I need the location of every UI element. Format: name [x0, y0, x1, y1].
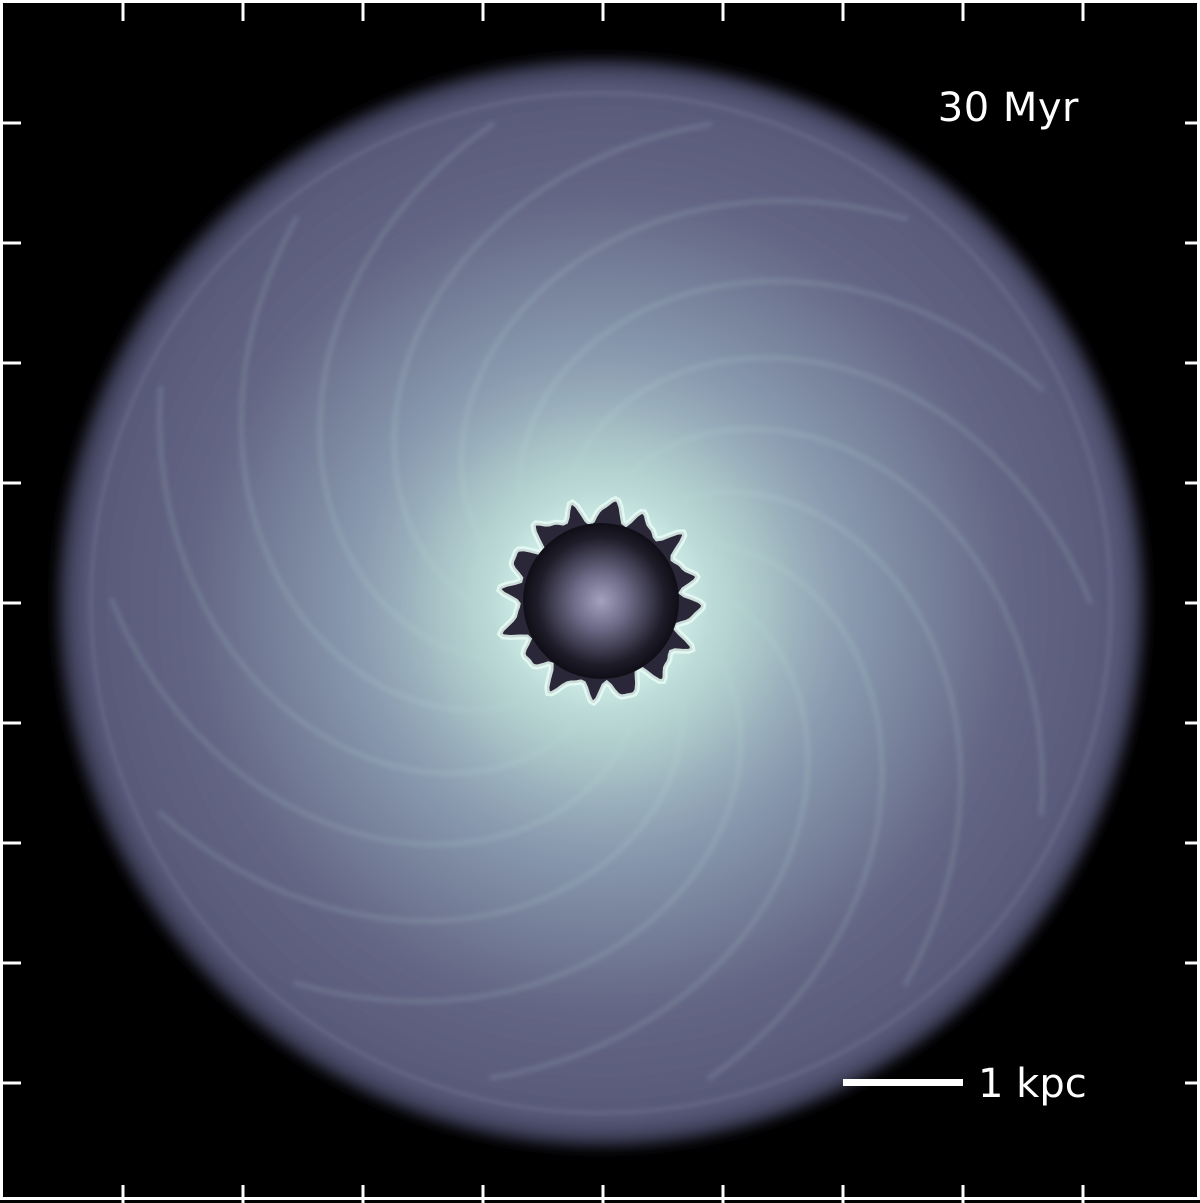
- time-label: 30 Myr: [937, 85, 1079, 131]
- scale-bar-label: 1 kpc: [978, 1061, 1087, 1107]
- scale-bar: [843, 1079, 963, 1086]
- central-cavity: [523, 523, 679, 679]
- gas-density-projection: [3, 3, 1200, 1203]
- axis-ticks: [3, 3, 1200, 1203]
- outer-shock-ring: [89, 91, 1113, 1115]
